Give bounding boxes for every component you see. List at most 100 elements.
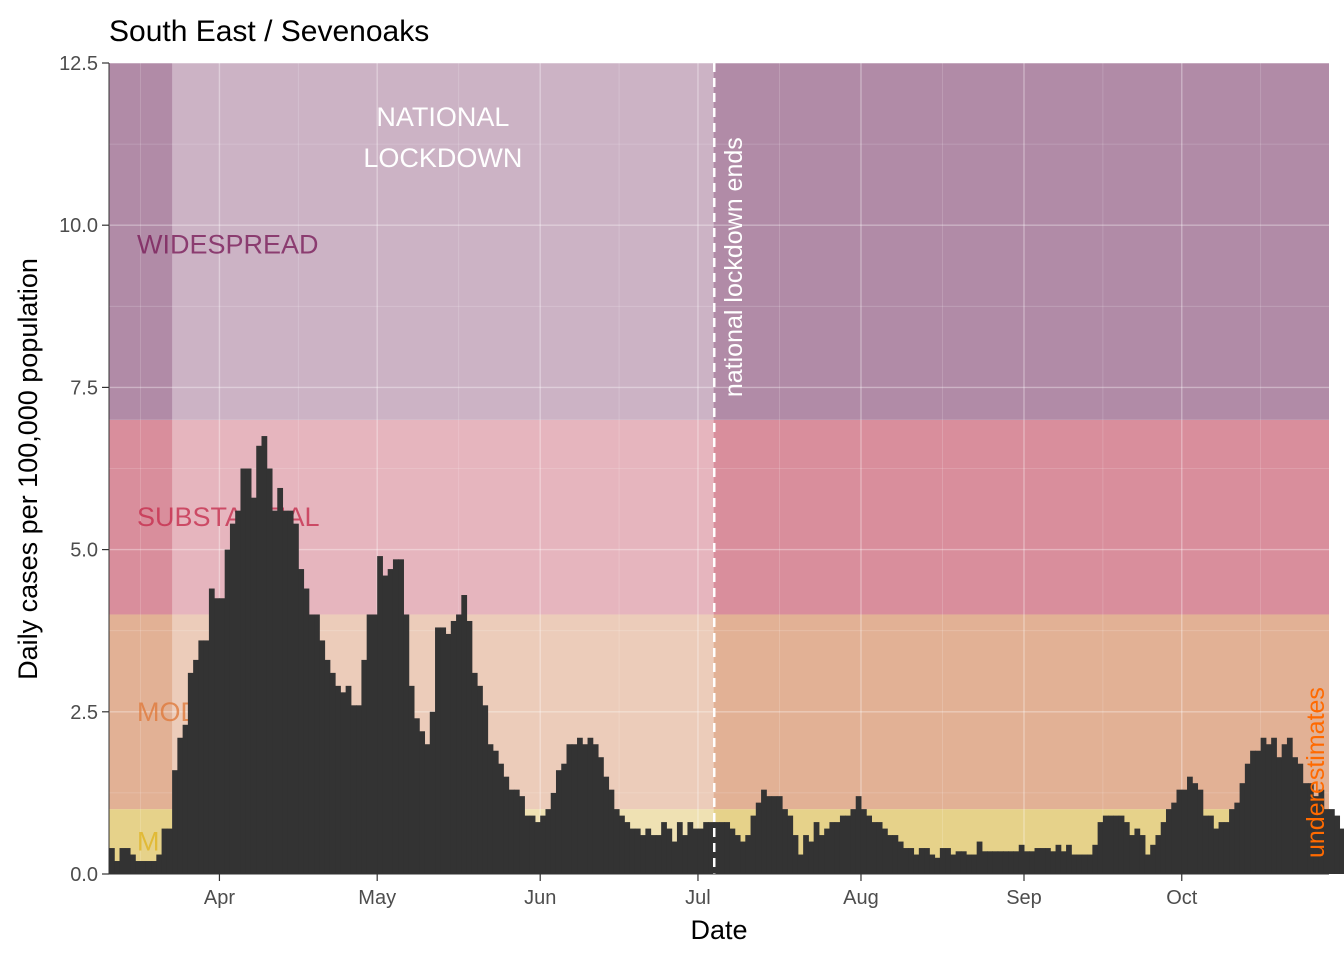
bar xyxy=(529,815,536,874)
bar xyxy=(308,614,315,874)
bar xyxy=(456,614,462,874)
bar xyxy=(634,828,641,874)
bar xyxy=(377,556,383,874)
bar xyxy=(577,737,583,874)
bar xyxy=(960,851,967,874)
bar xyxy=(603,776,610,874)
bar xyxy=(987,851,993,874)
bar xyxy=(124,848,131,874)
x-tick-label: Apr xyxy=(204,887,235,909)
bar xyxy=(1129,835,1135,874)
bar xyxy=(492,750,499,874)
bar xyxy=(277,487,284,874)
bar xyxy=(208,588,215,874)
bar xyxy=(871,822,878,874)
bar xyxy=(613,809,620,874)
bar xyxy=(187,672,194,874)
bar xyxy=(261,436,268,874)
bar xyxy=(976,841,983,874)
bar xyxy=(1160,822,1167,874)
bar xyxy=(1260,737,1267,874)
bar xyxy=(934,857,941,874)
bar xyxy=(1165,809,1172,874)
bar xyxy=(519,796,525,874)
bar xyxy=(1123,822,1130,874)
bar xyxy=(1229,809,1235,874)
bar xyxy=(382,575,389,874)
bar xyxy=(466,620,473,874)
bar xyxy=(571,744,578,874)
bar xyxy=(897,841,904,874)
bar xyxy=(293,523,299,874)
bar xyxy=(713,822,720,874)
bars xyxy=(109,436,1344,874)
bar xyxy=(566,744,573,874)
bar xyxy=(1297,763,1304,874)
bar xyxy=(1192,783,1199,874)
y-tick-label: 10.0 xyxy=(59,215,98,237)
bar xyxy=(140,861,147,874)
bar xyxy=(1276,757,1283,874)
y-tick-label: 12.5 xyxy=(59,53,98,75)
bar xyxy=(997,851,1004,874)
bar xyxy=(955,851,962,874)
bar xyxy=(319,640,326,874)
bar xyxy=(1092,844,1099,874)
bar xyxy=(771,796,778,874)
bar xyxy=(119,848,126,874)
bar xyxy=(272,510,278,874)
bar xyxy=(256,445,262,874)
bar xyxy=(461,595,468,874)
bar xyxy=(1066,844,1072,874)
bar xyxy=(724,822,731,874)
bar xyxy=(1255,750,1262,874)
bar xyxy=(1002,851,1009,874)
bar xyxy=(1187,776,1193,874)
bar xyxy=(740,841,746,874)
bar xyxy=(513,789,520,874)
x-tick-label: Sep xyxy=(1006,887,1042,909)
bar xyxy=(287,510,294,874)
bar xyxy=(229,523,236,874)
bar xyxy=(1234,802,1241,874)
band-label-3: WIDESPREAD xyxy=(137,230,319,260)
x-tick-label: Aug xyxy=(843,887,879,909)
bar xyxy=(624,822,631,874)
bar xyxy=(587,737,594,874)
bar xyxy=(1281,744,1288,874)
bar xyxy=(298,569,305,874)
bar xyxy=(981,851,988,874)
bar xyxy=(939,848,946,874)
bar xyxy=(803,835,809,874)
lockdown-end-label: national lockdown ends xyxy=(720,137,748,397)
bar xyxy=(151,861,157,874)
bar xyxy=(545,809,552,874)
bar xyxy=(445,633,452,874)
bar xyxy=(350,705,357,874)
bar xyxy=(219,598,226,874)
bar xyxy=(177,737,184,874)
bar xyxy=(645,828,652,874)
x-axis: Apr May Jun Jul Aug Sep Oct xyxy=(109,873,1329,909)
bar xyxy=(892,835,899,874)
bar xyxy=(908,848,915,874)
bar xyxy=(692,828,699,874)
bar xyxy=(1197,789,1204,874)
bar xyxy=(424,744,431,874)
bar xyxy=(1307,783,1314,874)
bar xyxy=(345,685,352,874)
bar xyxy=(661,822,667,874)
bar xyxy=(540,815,546,874)
bar xyxy=(498,763,504,874)
bar xyxy=(534,822,541,874)
bar xyxy=(403,614,410,874)
bar xyxy=(398,559,404,874)
bar xyxy=(429,711,436,874)
bar xyxy=(487,744,494,874)
bar xyxy=(608,789,615,874)
bar xyxy=(671,841,678,874)
bar xyxy=(440,627,447,874)
bar xyxy=(782,809,788,874)
bar xyxy=(1271,737,1277,874)
bar xyxy=(1265,744,1272,874)
